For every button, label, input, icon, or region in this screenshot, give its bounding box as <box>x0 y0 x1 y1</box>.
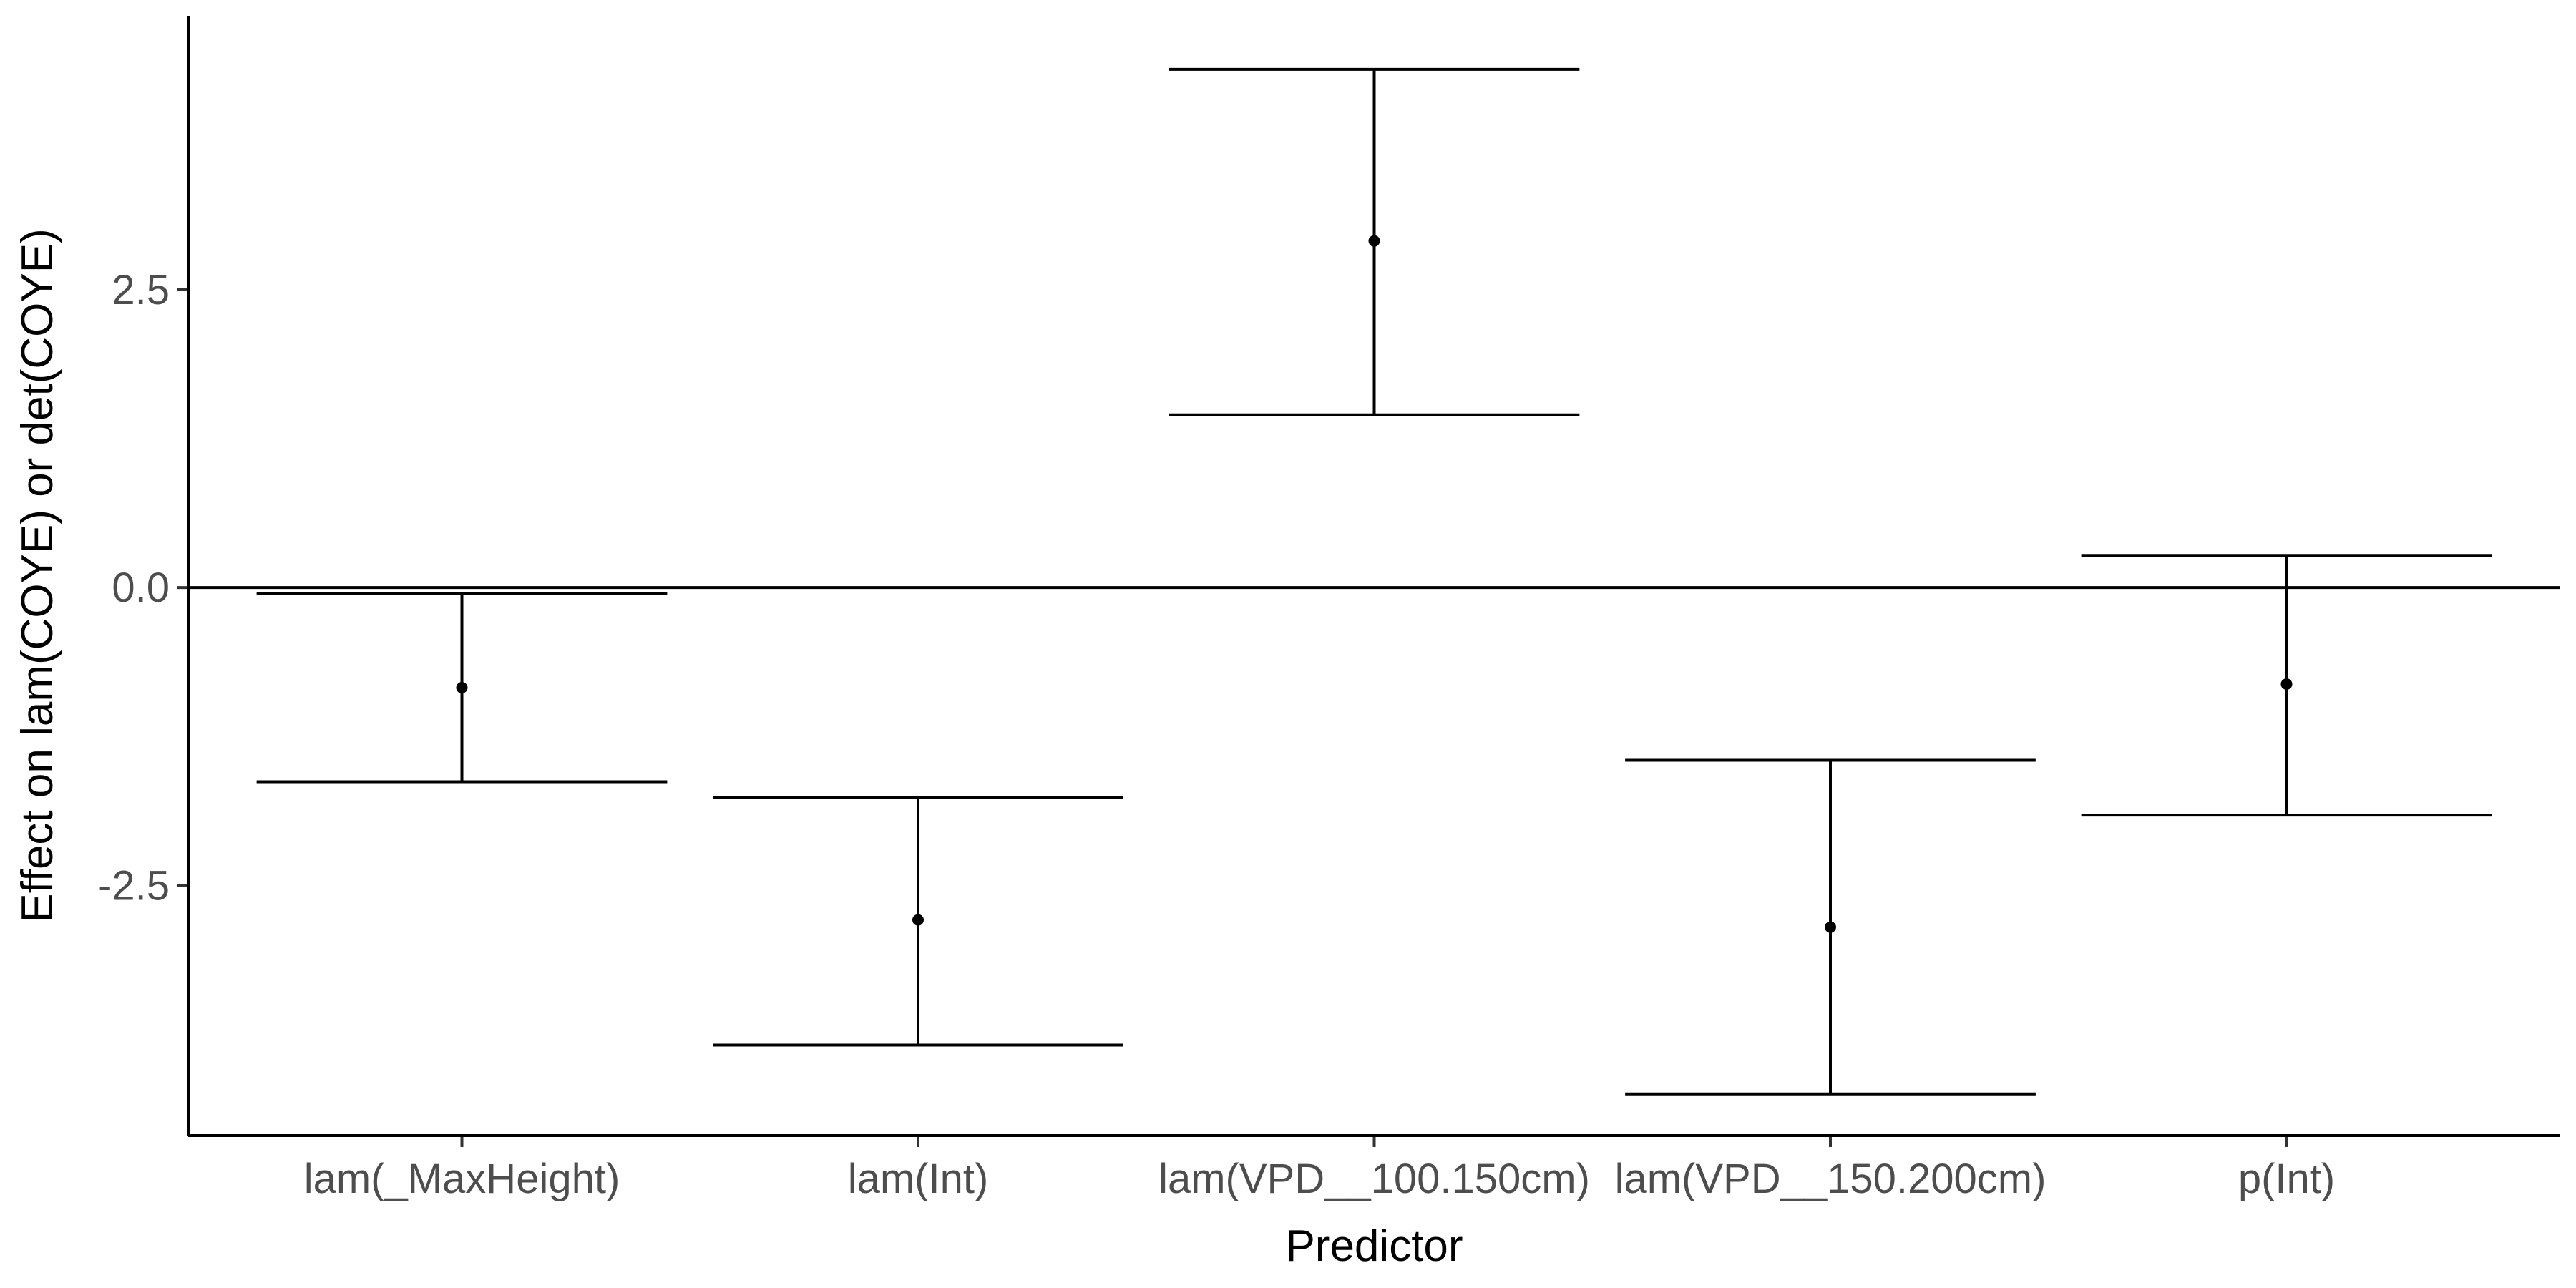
estimate-point <box>1825 921 1836 933</box>
y-tick-label: -2.5 <box>98 862 170 909</box>
x-tick-label: lam(VPD__100.150cm) <box>1158 1156 1590 1202</box>
y-tick-label: 2.5 <box>112 267 170 313</box>
point-estimates <box>456 235 2293 933</box>
estimate-point <box>912 914 924 926</box>
y-axis-ticks: -2.5 0.0 2.5 <box>98 267 188 909</box>
x-tick-label: lam(_MaxHeight) <box>304 1156 620 1202</box>
x-tick-label: p(Int) <box>2238 1156 2335 1202</box>
estimate-point <box>456 682 468 693</box>
x-tick-label: lam(Int) <box>848 1156 989 1202</box>
x-tick-label: lam(VPD__150.200cm) <box>1615 1156 2046 1202</box>
y-axis-title: Effect on lam(COYE) or det(COYE) <box>13 228 62 922</box>
error-bars <box>256 67 2492 1096</box>
y-tick-label: 0.0 <box>112 565 170 611</box>
estimate-point <box>2280 678 2293 691</box>
estimate-point <box>1368 235 1380 247</box>
x-axis-title: Predictor <box>1285 1221 1463 1271</box>
x-axis-ticks: lam(_MaxHeight) lam(Int) lam(VPD__100.150c… <box>304 1136 2335 1202</box>
